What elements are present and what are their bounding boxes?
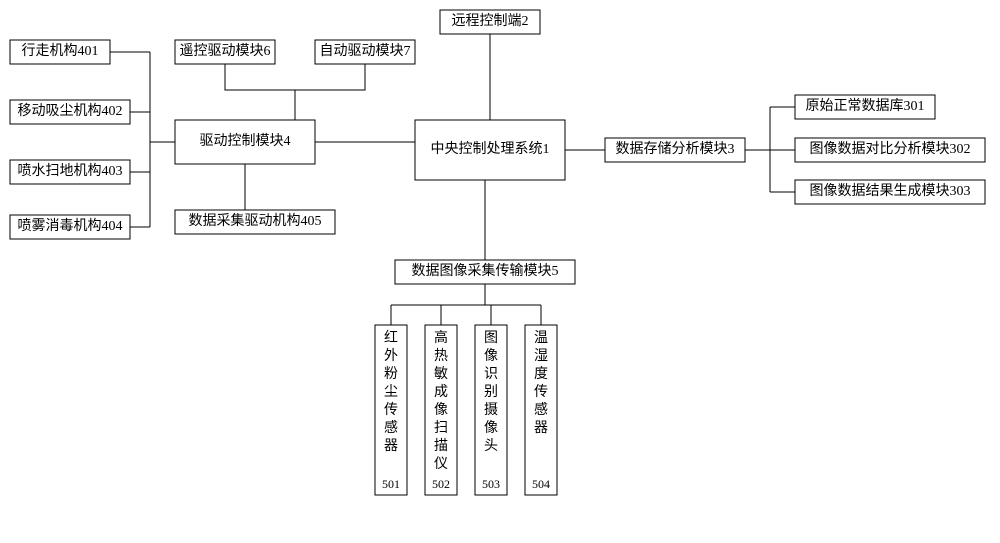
node-label-char: 识 [484,366,498,382]
node-label-char: 别 [484,384,498,400]
node-label-char: 传 [534,384,548,400]
node-label: 喷水扫地机构403 [18,163,123,179]
node-label: 中央控制处理系统1 [431,141,550,157]
node-label-char: 器 [384,439,398,454]
node-label-char: 传 [384,402,398,418]
node-n503: 图像识别摄像头503 [475,325,507,495]
node-label-char: 扫 [434,420,448,436]
node-label-char: 感 [534,401,548,418]
node-n3: 数据存储分析模块3 [605,138,745,162]
node-n404: 喷雾消毒机构404 [10,215,130,239]
node-label-char: 湿 [534,348,548,364]
node-label-char: 敏 [434,366,448,382]
node-label: 行走机构401 [22,43,99,59]
node-number: 502 [432,477,450,491]
node-label: 数据存储分析模块3 [616,141,735,157]
node-label-char: 热 [434,348,448,364]
node-label-char: 红 [384,330,398,346]
node-label-char: 头 [484,438,498,454]
edge [295,64,365,90]
node-label: 喷雾消毒机构404 [18,218,123,234]
node-number: 503 [482,477,500,491]
node-label: 数据采集驱动机构405 [189,212,322,229]
node-label-char: 感 [384,419,398,436]
node-n4: 驱动控制模块4 [175,120,315,164]
node-n405: 数据采集驱动机构405 [175,210,335,234]
node-label: 数据图像采集传输模块5 [412,262,559,279]
node-n403: 喷水扫地机构403 [10,160,130,184]
node-n1: 中央控制处理系统1 [415,120,565,180]
node-label-char: 摄 [484,402,498,418]
node-label: 图像数据结果生成模块303 [810,183,971,199]
node-label-char: 像 [434,402,448,418]
node-label-char: 描 [434,438,448,454]
node-n5: 数据图像采集传输模块5 [395,260,575,284]
node-label-char: 像 [484,348,498,364]
node-n504: 温湿度传感器 504 [525,325,557,495]
node-label: 远程控制端2 [452,13,529,29]
node-label-char: 度 [534,366,548,382]
node-label-char: 温 [534,330,548,346]
node-number: 501 [382,477,400,491]
node-n301: 原始正常数据库301 [795,95,935,119]
nodes: 远程控制端2 遥控驱动模块6 自动驱动模块7 行走机构401 移动吸尘机构402 喷水扫地… [10,10,985,495]
node-label: 驱动控制模块4 [200,133,291,149]
node-label-char: 图 [484,331,498,346]
node-n7: 自动驱动模块7 [315,40,415,64]
node-label-char: 粉 [384,366,398,382]
node-n402: 移动吸尘机构402 [10,100,130,124]
node-label: 移动吸尘机构402 [18,103,123,119]
node-n6: 遥控驱动模块6 [175,40,275,64]
node-n501: 红外粉尘传感器 501 [375,325,407,495]
node-label-char: 像 [484,420,498,436]
node-label: 自动驱动模块7 [320,43,411,59]
node-label-char: 外 [384,348,398,364]
node-n302: 图像数据对比分析模块302 [795,138,985,162]
node-label-char: 高 [434,329,448,346]
node-n502: 高热敏成像扫描仪 502 [425,325,457,495]
node-number: 504 [532,477,550,491]
node-label-char: 成 [434,384,448,400]
edge [225,64,295,120]
node-label-char: 尘 [384,384,398,400]
node-n401: 行走机构401 [10,40,110,64]
system-diagram: 远程控制端2 遥控驱动模块6 自动驱动模块7 行走机构401 移动吸尘机构402 喷水扫地… [0,0,1000,543]
node-label: 遥控驱动模块6 [180,43,271,59]
node-n303: 图像数据结果生成模块303 [795,180,985,204]
node-label: 原始正常数据库301 [806,98,925,114]
node-label-char: 仪 [434,457,448,472]
node-label: 图像数据对比分析模块302 [810,141,971,157]
node-n2: 远程控制端2 [440,10,540,34]
node-label-char: 器 [534,421,548,436]
